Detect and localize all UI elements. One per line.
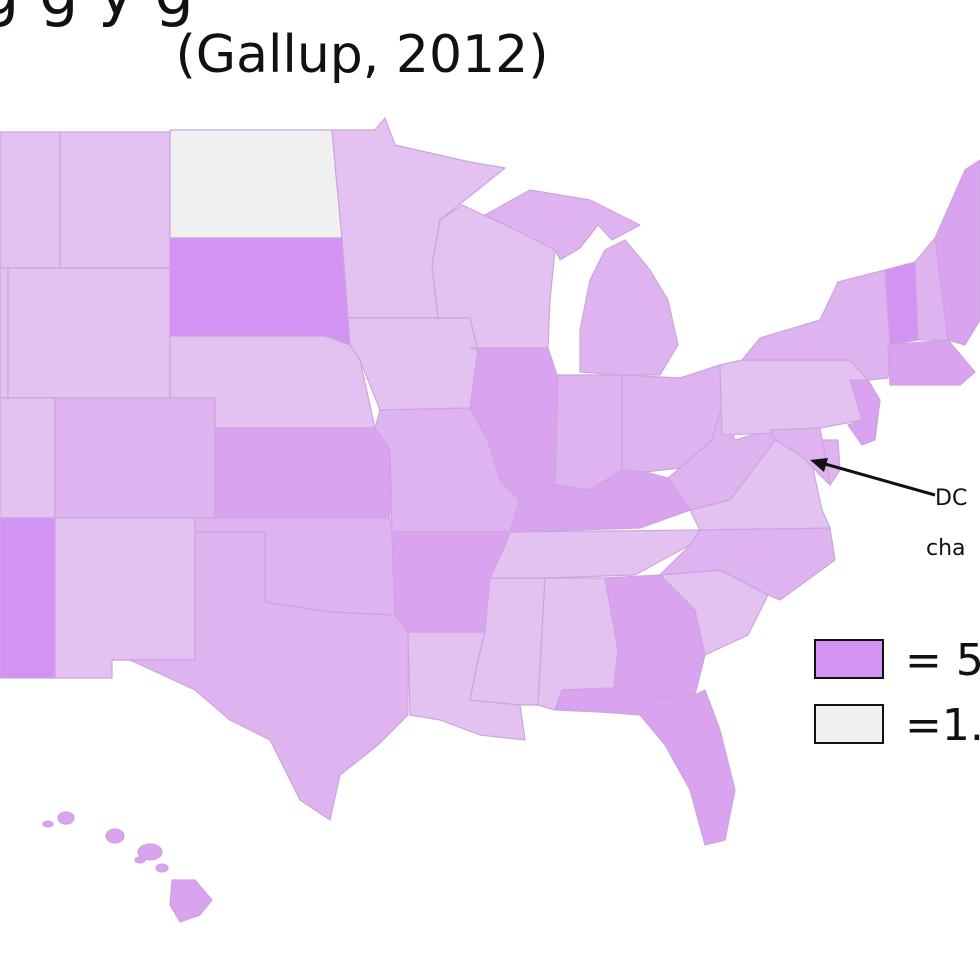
legend-label-high: = 5	[905, 635, 980, 686]
map-subtitle: (Gallup, 2012)	[176, 25, 549, 85]
state-or	[0, 267, 9, 399]
state-vt	[884, 261, 919, 346]
state-nj	[847, 379, 881, 446]
annotation-label: cha	[926, 536, 966, 561]
dc-annotation: DC cha	[810, 458, 967, 561]
legend-swatch-low	[814, 704, 884, 744]
state-md	[769, 427, 831, 486]
state-fl	[554, 687, 736, 846]
state-ks	[214, 427, 391, 519]
state-wy	[7, 267, 171, 399]
state-ut	[0, 397, 56, 519]
legend-label-low: =1.	[905, 700, 980, 751]
annotation-dc: DC	[935, 486, 967, 511]
state-mi	[484, 189, 679, 376]
arrow-head-icon	[810, 458, 828, 472]
state-ky	[509, 469, 691, 533]
state-wv	[667, 404, 776, 511]
state-sd	[169, 237, 351, 346]
state-in	[554, 374, 623, 491]
state-wa	[0, 131, 61, 269]
state-nc	[659, 527, 836, 601]
state-tx	[111, 531, 409, 821]
state-nd	[169, 129, 343, 239]
states-layer	[0, 117, 980, 923]
title-partial: g g y g	[0, 0, 194, 29]
state-az	[0, 517, 56, 679]
state-ma	[887, 339, 976, 386]
state-hi	[42, 811, 213, 923]
state-mt	[59, 131, 171, 269]
state-pa	[719, 359, 869, 436]
state-co	[54, 397, 216, 519]
arrow-line	[817, 460, 936, 497]
state-nm	[54, 517, 196, 679]
legend-swatch-high	[814, 639, 884, 679]
legend: = 5 =1.	[814, 635, 980, 751]
